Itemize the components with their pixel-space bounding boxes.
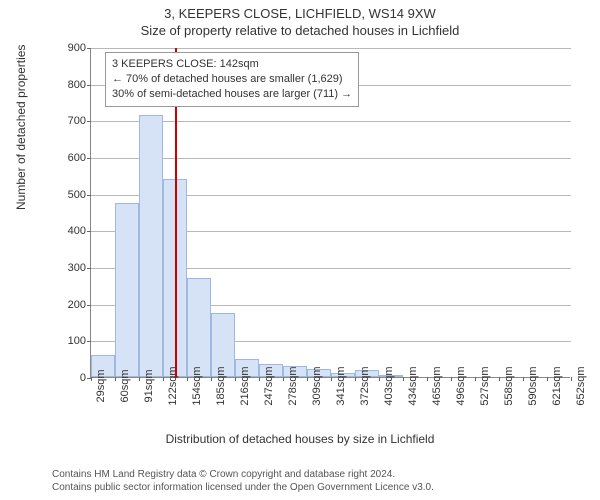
ytick-label: 800 <box>68 79 86 91</box>
xtick-mark <box>523 377 524 381</box>
xtick-label: 434sqm <box>407 366 419 405</box>
annotation-line2: ← 70% of detached houses are smaller (1,… <box>112 72 352 87</box>
xtick-label: 122sqm <box>167 366 179 405</box>
xtick-mark <box>91 377 92 381</box>
annotation-line3: 30% of semi-detached houses are larger (… <box>112 87 352 102</box>
ytick-label: 0 <box>80 372 86 384</box>
footnote: Contains HM Land Registry data © Crown c… <box>52 468 434 494</box>
ytick-mark <box>87 305 91 306</box>
xtick-label: 465sqm <box>431 366 443 405</box>
ytick-label: 300 <box>68 262 86 274</box>
page-title-address: 3, KEEPERS CLOSE, LICHFIELD, WS14 9XW <box>0 0 600 21</box>
xtick-mark <box>403 377 404 381</box>
xtick-label: 247sqm <box>263 366 275 405</box>
ytick-label: 400 <box>68 225 86 237</box>
ytick-mark <box>87 195 91 196</box>
page-title-subtitle: Size of property relative to detached ho… <box>0 21 600 38</box>
ytick-label: 500 <box>68 189 86 201</box>
xtick-label: 29sqm <box>95 369 107 402</box>
y-axis-label: Number of detached properties <box>14 45 28 210</box>
xtick-label: 652sqm <box>575 366 587 405</box>
xtick-mark <box>499 377 500 381</box>
footnote-line1: Contains HM Land Registry data © Crown c… <box>52 468 434 481</box>
xtick-mark <box>547 377 548 381</box>
plot-area: 010020030040050060070080090029sqm60sqm91… <box>90 48 570 378</box>
xtick-mark <box>571 377 572 381</box>
xtick-label: 558sqm <box>503 366 515 405</box>
xtick-mark <box>115 377 116 381</box>
xtick-mark <box>307 377 308 381</box>
ytick-label: 200 <box>68 299 86 311</box>
xtick-label: 185sqm <box>215 366 227 405</box>
xtick-label: 278sqm <box>287 366 299 405</box>
xtick-label: 496sqm <box>455 366 467 405</box>
xtick-mark <box>235 377 236 381</box>
ytick-label: 600 <box>68 152 86 164</box>
footnote-line2: Contains public sector information licen… <box>52 481 434 494</box>
xtick-mark <box>283 377 284 381</box>
xtick-mark <box>211 377 212 381</box>
histogram-bar <box>115 203 139 377</box>
annotation-box: 3 KEEPERS CLOSE: 142sqm← 70% of detached… <box>105 52 359 107</box>
gridline <box>91 48 571 49</box>
ytick-mark <box>87 158 91 159</box>
xtick-mark <box>139 377 140 381</box>
xtick-mark <box>451 377 452 381</box>
xtick-label: 91sqm <box>143 369 155 402</box>
ytick-mark <box>87 231 91 232</box>
ytick-mark <box>87 48 91 49</box>
histogram-chart: 010020030040050060070080090029sqm60sqm91… <box>60 48 570 408</box>
xtick-mark <box>259 377 260 381</box>
xtick-mark <box>355 377 356 381</box>
xtick-label: 527sqm <box>479 366 491 405</box>
x-axis-label: Distribution of detached houses by size … <box>0 432 600 446</box>
xtick-label: 309sqm <box>311 366 323 405</box>
histogram-bar <box>139 115 163 377</box>
xtick-label: 216sqm <box>239 366 251 405</box>
xtick-mark <box>331 377 332 381</box>
gridline <box>91 158 571 159</box>
xtick-label: 154sqm <box>191 366 203 405</box>
ytick-label: 100 <box>68 335 86 347</box>
xtick-label: 590sqm <box>527 366 539 405</box>
xtick-label: 403sqm <box>383 366 395 405</box>
gridline <box>91 121 571 122</box>
ytick-mark <box>87 341 91 342</box>
xtick-mark <box>475 377 476 381</box>
xtick-mark <box>163 377 164 381</box>
ytick-mark <box>87 121 91 122</box>
ytick-label: 900 <box>68 42 86 54</box>
xtick-label: 621sqm <box>551 366 563 405</box>
ytick-label: 700 <box>68 115 86 127</box>
xtick-label: 60sqm <box>119 369 131 402</box>
ytick-mark <box>87 85 91 86</box>
xtick-mark <box>427 377 428 381</box>
xtick-label: 341sqm <box>335 366 347 405</box>
xtick-mark <box>187 377 188 381</box>
xtick-mark <box>379 377 380 381</box>
histogram-bar <box>187 278 211 377</box>
xtick-label: 372sqm <box>359 366 371 405</box>
ytick-mark <box>87 268 91 269</box>
annotation-line1: 3 KEEPERS CLOSE: 142sqm <box>112 57 352 72</box>
